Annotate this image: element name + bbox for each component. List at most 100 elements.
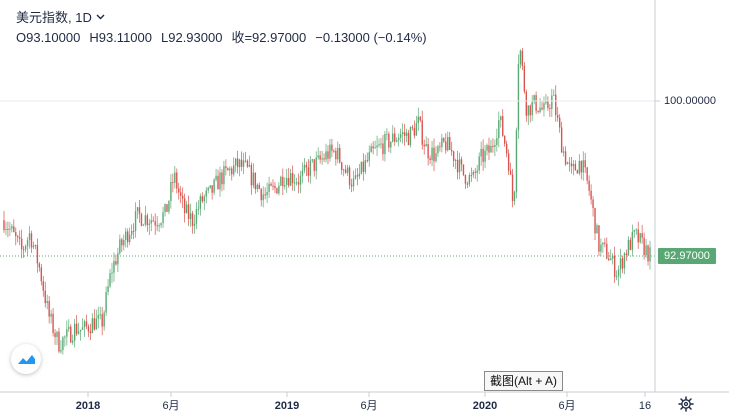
- candle-body: [484, 150, 486, 162]
- candle-body: [433, 147, 435, 162]
- candle-body: [178, 188, 180, 193]
- candle-body: [250, 165, 253, 186]
- candle-body: [311, 159, 313, 161]
- candle-body: [566, 162, 569, 165]
- candle-body: [482, 148, 484, 162]
- candle-body: [313, 159, 315, 171]
- candle-body: [150, 220, 152, 224]
- candle-body: [17, 236, 19, 238]
- candle-body: [213, 179, 215, 193]
- interval-label[interactable]: 1D: [75, 10, 92, 25]
- gear-icon[interactable]: [678, 396, 694, 412]
- candle-body: [89, 331, 92, 334]
- candle-body: [95, 318, 97, 330]
- candle-body: [64, 336, 66, 338]
- candle-body: [317, 155, 319, 158]
- candle-body: [390, 141, 392, 148]
- candle-body: [11, 226, 13, 229]
- candle-body: [472, 171, 474, 176]
- candle-body: [20, 238, 23, 250]
- candle-body: [66, 329, 68, 337]
- candle-body: [280, 176, 282, 186]
- candle-body: [13, 226, 15, 233]
- candle-body: [592, 199, 594, 209]
- chevron-down-icon[interactable]: [96, 7, 105, 27]
- candle-body: [425, 144, 427, 147]
- candle-body: [384, 134, 386, 155]
- candle-body: [5, 228, 7, 230]
- candle-body: [509, 170, 512, 175]
- candle-body: [498, 120, 500, 139]
- candle-body: [256, 184, 258, 190]
- candle-body: [234, 158, 237, 166]
- x-tick-label: 2019: [275, 400, 299, 412]
- candle-body: [486, 145, 488, 151]
- candle-body: [364, 160, 366, 172]
- candle-body: [168, 200, 170, 212]
- candle-body: [437, 146, 439, 154]
- candle-body: [598, 225, 600, 252]
- candle-body: [533, 95, 535, 102]
- candle-body: [449, 136, 451, 150]
- candle-body: [539, 107, 541, 112]
- candle-body: [335, 150, 337, 160]
- candle-body: [284, 185, 286, 187]
- candle-body: [115, 261, 117, 265]
- candle-body: [413, 127, 416, 136]
- candle-body: [278, 185, 280, 194]
- candle-body: [356, 175, 359, 177]
- candle-body: [148, 223, 151, 226]
- low-value: L92.93000: [161, 30, 223, 45]
- candle-body: [545, 100, 547, 104]
- candle-body: [111, 272, 113, 274]
- candle-body: [99, 314, 101, 316]
- candle-body: [574, 163, 577, 171]
- candle-body: [193, 223, 196, 226]
- candle-body: [439, 146, 441, 148]
- candle-body: [211, 185, 213, 193]
- candle-body: [519, 50, 522, 65]
- candle-body: [454, 159, 457, 161]
- candle-body: [337, 148, 339, 160]
- candle-body: [500, 116, 502, 121]
- candle-body: [348, 167, 351, 185]
- candle-body: [517, 64, 520, 131]
- candle-body: [417, 116, 420, 124]
- candle-body: [183, 198, 186, 213]
- candle-body: [113, 261, 115, 273]
- candle-body: [531, 101, 533, 116]
- candle-body: [403, 132, 406, 136]
- candle-body: [633, 230, 635, 232]
- candle-body: [26, 240, 29, 247]
- candle-body: [274, 185, 276, 189]
- candle-body: [185, 204, 188, 213]
- candle-body: [180, 192, 182, 196]
- candle-body: [233, 165, 235, 175]
- candle-body: [215, 175, 217, 180]
- tradingview-cloud-icon[interactable]: [11, 344, 41, 374]
- candle-body: [629, 239, 632, 250]
- candle-body: [368, 152, 370, 161]
- candle-body: [132, 230, 135, 232]
- candle-body: [423, 144, 425, 147]
- candle-body: [174, 172, 176, 183]
- candle-body: [490, 145, 492, 153]
- x-tick-label: 16: [639, 400, 651, 412]
- candle-body: [289, 173, 292, 186]
- candle-body: [158, 225, 160, 227]
- chart-legend: 美元指数, 1D O93.10000 H93.11000 L92.93000 收…: [16, 8, 436, 48]
- x-tick-label: 6月: [162, 400, 179, 412]
- candle-body: [97, 315, 99, 319]
- candle-body: [248, 165, 251, 167]
- candle-body: [176, 172, 178, 189]
- candle-body: [221, 172, 223, 185]
- candle-body: [42, 281, 44, 291]
- candle-body: [73, 323, 76, 341]
- candle-body: [549, 107, 551, 110]
- candle-body: [558, 117, 561, 128]
- candle-body: [295, 182, 298, 184]
- candle-body: [144, 215, 147, 225]
- candle-body: [564, 151, 567, 165]
- candle-body: [468, 175, 471, 185]
